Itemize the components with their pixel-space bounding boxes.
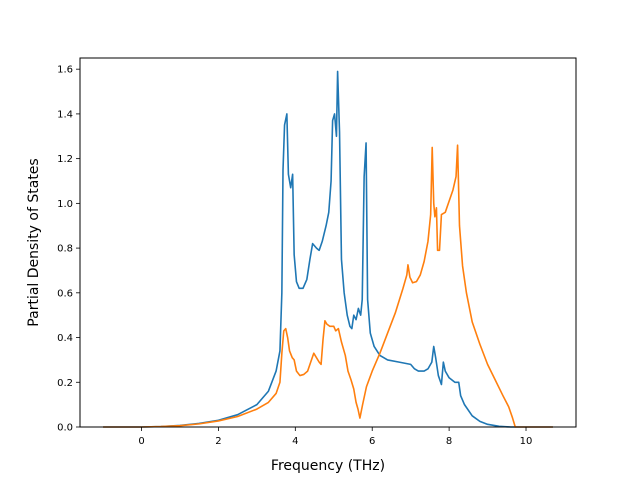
x-axis-ticks: 0 2 4 6 8 10 — [138, 427, 532, 447]
x-axis-label: Frequency (THz) — [271, 458, 385, 474]
y-tick-label: 1.2 — [57, 154, 73, 165]
y-axis-ticks: 0.0 0.2 0.4 0.6 0.8 1.0 1.2 1.4 1.6 — [57, 65, 80, 434]
y-tick-label: 0.2 — [57, 378, 73, 389]
x-tick-label: 0 — [138, 436, 144, 447]
x-tick-label: 8 — [446, 436, 452, 447]
y-tick-label: 0.6 — [57, 288, 73, 299]
x-tick-label: 2 — [215, 436, 221, 447]
y-tick-label: 0.4 — [57, 333, 73, 344]
axes-frame — [79, 57, 577, 428]
x-tick-label: 4 — [292, 436, 298, 447]
y-tick-label: 0.0 — [57, 423, 73, 434]
series-layer — [103, 70, 553, 428]
y-tick-label: 1.0 — [57, 199, 73, 210]
series-line-2 — [103, 144, 553, 428]
series-line-1 — [103, 70, 553, 428]
y-tick-label: 1.6 — [57, 65, 73, 76]
y-axis-label: Partial Density of States — [26, 158, 42, 326]
y-tick-label: 1.4 — [57, 109, 73, 120]
x-tick-label: 10 — [520, 436, 533, 447]
x-tick-label: 6 — [369, 436, 375, 447]
y-tick-label: 0.8 — [57, 244, 73, 255]
